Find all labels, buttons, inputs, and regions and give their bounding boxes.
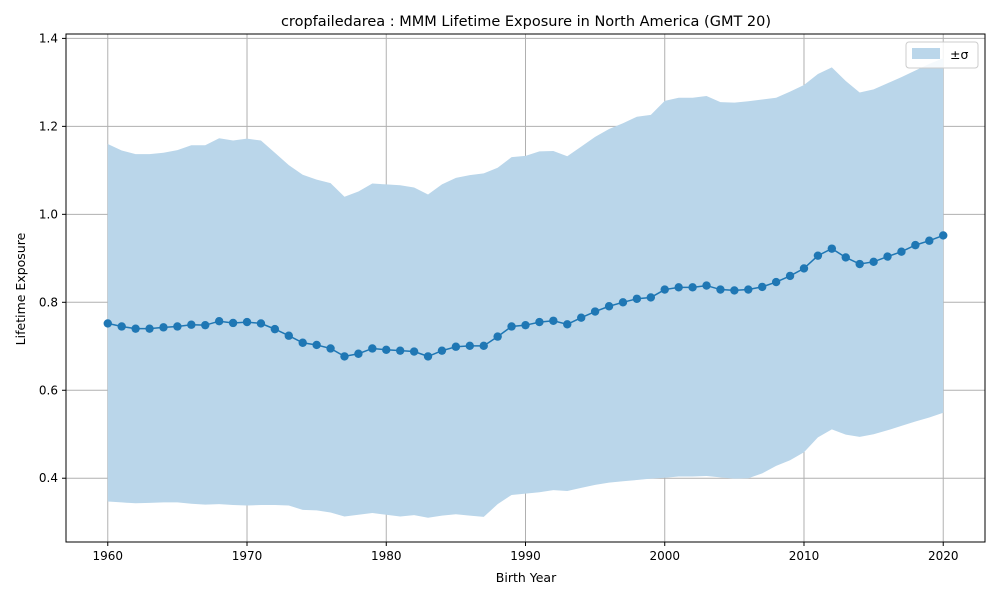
data-point bbox=[716, 285, 725, 294]
data-point bbox=[785, 271, 795, 281]
y-axis-ticks: 0.4 0.6 0.8 1.0 1.2 1.4 bbox=[39, 31, 66, 485]
data-point bbox=[939, 231, 948, 240]
std-band-layer bbox=[107, 58, 944, 518]
data-point bbox=[730, 286, 739, 295]
data-point bbox=[674, 283, 683, 292]
x-tick-label: 1990 bbox=[510, 549, 541, 563]
legend-label: ±σ bbox=[950, 47, 968, 62]
data-point bbox=[660, 285, 669, 294]
data-point bbox=[563, 320, 572, 329]
data-point bbox=[897, 247, 906, 256]
data-point bbox=[618, 298, 628, 307]
y-axis-label: Lifetime Exposure bbox=[13, 232, 28, 345]
data-point bbox=[437, 346, 447, 355]
data-point bbox=[702, 281, 711, 290]
series-markers bbox=[103, 231, 948, 361]
data-point bbox=[228, 318, 238, 328]
data-point bbox=[173, 322, 182, 331]
data-point bbox=[214, 317, 224, 326]
x-axis-label: Birth Year bbox=[496, 570, 557, 585]
data-point bbox=[646, 293, 656, 302]
data-point bbox=[577, 313, 586, 322]
x-tick-label: 2010 bbox=[789, 549, 820, 563]
data-point bbox=[590, 307, 600, 316]
data-point bbox=[465, 341, 474, 351]
data-point bbox=[340, 352, 349, 361]
data-point bbox=[493, 332, 502, 341]
x-tick-label: 1980 bbox=[371, 549, 402, 563]
data-point bbox=[368, 344, 377, 353]
data-point bbox=[827, 244, 837, 253]
data-point bbox=[855, 259, 864, 269]
data-point bbox=[131, 324, 140, 333]
y-tick-label: 1.2 bbox=[39, 119, 58, 133]
data-point bbox=[604, 302, 614, 311]
data-point bbox=[799, 264, 809, 273]
data-point bbox=[423, 352, 433, 361]
data-point bbox=[883, 252, 892, 261]
data-point bbox=[256, 319, 266, 328]
data-point bbox=[409, 347, 419, 356]
data-point bbox=[145, 324, 154, 333]
data-point bbox=[201, 320, 210, 330]
y-tick-label: 0.8 bbox=[39, 295, 58, 309]
data-point bbox=[479, 341, 488, 351]
data-point bbox=[270, 324, 280, 334]
data-point bbox=[744, 285, 753, 294]
std-band bbox=[107, 58, 944, 518]
data-point bbox=[159, 323, 168, 332]
x-tick-label: 2000 bbox=[649, 549, 680, 563]
legend: ±σ bbox=[905, 41, 979, 69]
data-point bbox=[632, 294, 642, 303]
data-point bbox=[187, 320, 196, 329]
data-point bbox=[117, 322, 126, 331]
data-point bbox=[841, 253, 850, 262]
x-tick-label: 2020 bbox=[928, 549, 959, 563]
y-tick-label: 0.6 bbox=[39, 383, 58, 397]
data-point bbox=[521, 320, 530, 330]
data-point bbox=[771, 277, 781, 287]
data-point bbox=[298, 338, 307, 347]
data-point bbox=[103, 319, 112, 328]
y-tick-label: 1.4 bbox=[39, 31, 58, 45]
data-point bbox=[382, 345, 391, 354]
data-point bbox=[242, 317, 252, 327]
data-point bbox=[911, 240, 920, 250]
data-point bbox=[326, 344, 335, 353]
x-axis-ticks: 1960 1970 1980 1990 2000 2010 2020 bbox=[92, 542, 959, 563]
legend-swatch bbox=[912, 48, 940, 59]
data-point bbox=[535, 317, 544, 327]
data-point bbox=[284, 331, 293, 340]
x-tick-label: 1970 bbox=[232, 549, 263, 563]
data-point bbox=[813, 251, 823, 260]
data-point bbox=[688, 283, 697, 292]
y-tick-label: 0.4 bbox=[39, 471, 58, 485]
data-point bbox=[758, 282, 767, 292]
data-point bbox=[354, 349, 363, 358]
data-point bbox=[507, 322, 516, 331]
data-point bbox=[869, 257, 878, 267]
data-point bbox=[451, 342, 461, 351]
x-tick-label: 1960 bbox=[92, 549, 123, 563]
data-point bbox=[549, 316, 558, 325]
chart-title: cropfailedarea : MMM Lifetime Exposure i… bbox=[281, 14, 771, 30]
data-point bbox=[312, 340, 321, 350]
data-point bbox=[395, 346, 405, 355]
data-point bbox=[925, 236, 934, 245]
y-tick-label: 1.0 bbox=[39, 207, 58, 221]
